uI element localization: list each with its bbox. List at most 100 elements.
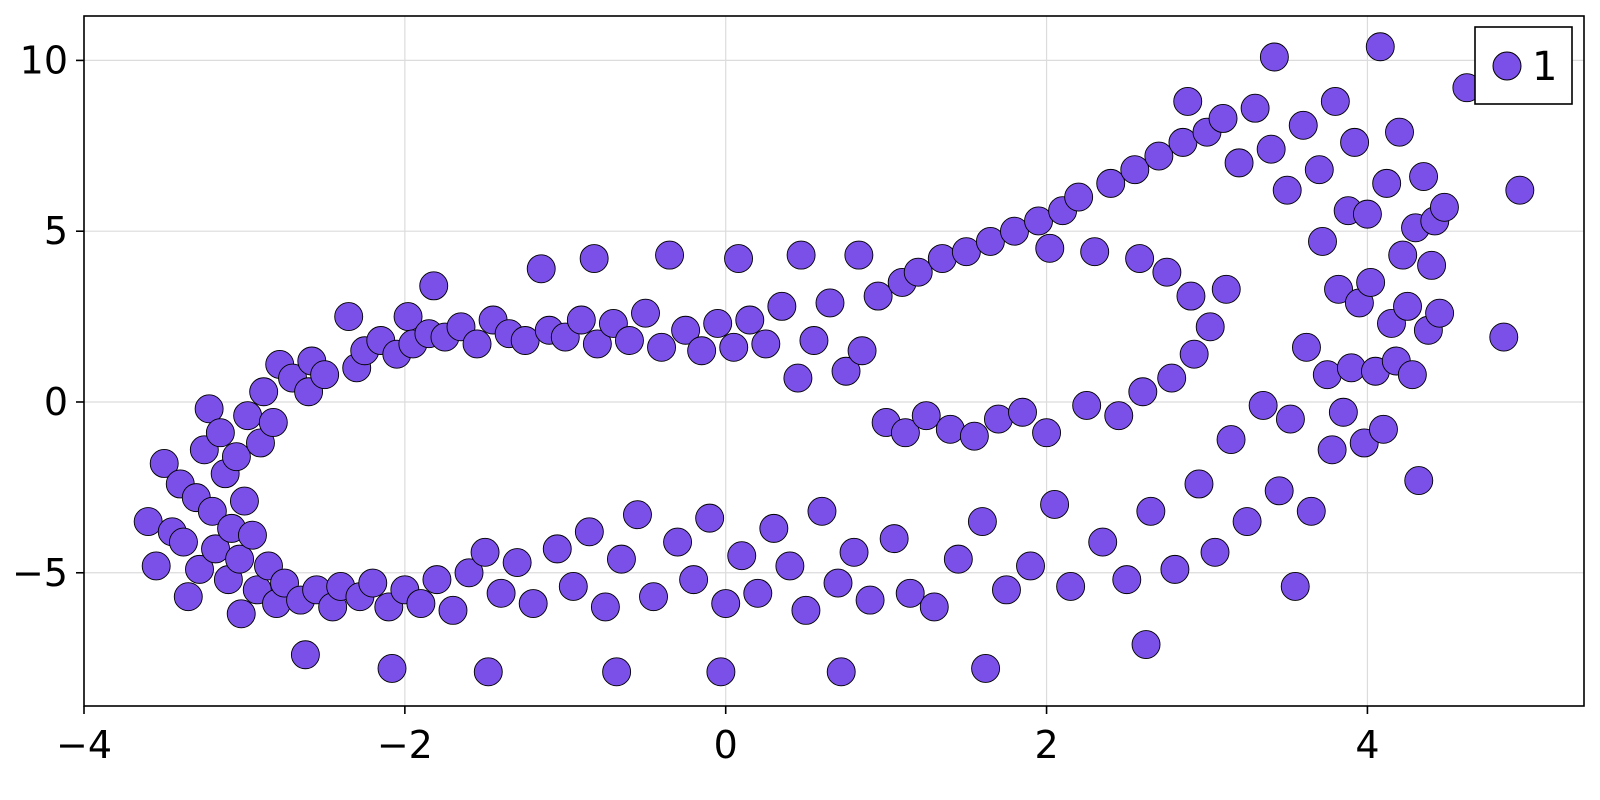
data-point xyxy=(1184,469,1214,499)
data-point xyxy=(911,401,941,431)
y-tick-label: 10 xyxy=(20,38,68,82)
data-point xyxy=(1393,291,1422,321)
data-point xyxy=(935,414,965,444)
data-point xyxy=(454,558,484,588)
data-point xyxy=(655,240,685,270)
data-point xyxy=(783,363,813,393)
data-point xyxy=(631,298,660,328)
data-point xyxy=(197,496,227,526)
data-point xyxy=(1152,257,1182,287)
data-point xyxy=(1288,110,1318,140)
data-point xyxy=(237,520,267,550)
data-point xyxy=(1032,418,1062,448)
data-point xyxy=(185,554,214,584)
data-point xyxy=(639,582,668,612)
data-point xyxy=(1080,237,1110,267)
legend: 1 xyxy=(1474,26,1573,105)
data-point xyxy=(1292,332,1321,362)
x-tick-label: −4 xyxy=(56,723,112,767)
data-point xyxy=(1388,240,1418,270)
data-point xyxy=(290,640,320,670)
data-point xyxy=(419,271,449,301)
data-point xyxy=(863,281,893,311)
data-point xyxy=(226,599,256,629)
data-point xyxy=(1144,141,1174,171)
data-point xyxy=(1136,496,1166,526)
plot-frame xyxy=(83,15,1585,707)
data-point xyxy=(470,537,500,567)
data-point xyxy=(839,537,869,567)
data-point xyxy=(1320,86,1350,116)
data-point xyxy=(225,544,255,574)
data-point xyxy=(1040,490,1070,519)
data-point xyxy=(310,360,340,390)
data-point xyxy=(727,541,757,571)
data-point xyxy=(233,401,263,431)
data-point xyxy=(895,578,925,608)
data-point xyxy=(1195,312,1225,342)
data-point xyxy=(1317,435,1347,465)
data-point xyxy=(1365,32,1395,62)
data-point xyxy=(566,305,596,335)
data-point xyxy=(462,329,492,359)
data-point xyxy=(558,571,588,601)
data-point xyxy=(1064,182,1094,212)
data-point xyxy=(671,315,701,345)
data-point xyxy=(1072,390,1102,420)
data-point xyxy=(358,568,388,598)
data-point xyxy=(1208,104,1238,133)
legend-label: 1 xyxy=(1532,44,1557,90)
data-point xyxy=(735,305,765,335)
data-point xyxy=(574,517,604,547)
data-point xyxy=(1404,466,1434,496)
data-point xyxy=(194,394,224,424)
data-point xyxy=(1372,168,1402,198)
data-point xyxy=(623,500,652,530)
data-point xyxy=(579,244,609,273)
data-point xyxy=(706,657,736,687)
data-point xyxy=(703,308,733,338)
data-point xyxy=(1312,360,1342,390)
data-point xyxy=(647,332,676,362)
data-point xyxy=(826,657,856,687)
y-axis: −5 0 5 10 xyxy=(12,38,84,595)
data-point xyxy=(847,336,877,366)
data-point xyxy=(582,329,612,359)
data-point xyxy=(1385,117,1414,147)
legend-box xyxy=(1474,26,1573,105)
data-point xyxy=(1016,551,1045,581)
data-point xyxy=(169,527,198,557)
data-point xyxy=(815,288,845,318)
data-point xyxy=(1160,554,1190,584)
data-point xyxy=(1125,244,1155,273)
data-point xyxy=(1056,571,1086,601)
data-point xyxy=(1280,571,1310,601)
x-tick-label: −2 xyxy=(377,723,433,767)
x-tick-label: 4 xyxy=(1355,723,1379,767)
data-point xyxy=(1340,127,1370,157)
data-point xyxy=(221,442,251,472)
data-point xyxy=(1369,414,1398,444)
data-point xyxy=(855,585,885,615)
data-point xyxy=(919,592,949,622)
data-point xyxy=(606,544,636,574)
data-point xyxy=(711,589,741,618)
data-point xyxy=(719,332,749,362)
data-point xyxy=(1417,250,1447,280)
data-point xyxy=(258,408,288,437)
data-point xyxy=(844,240,874,270)
data-point xyxy=(149,449,179,478)
data-point xyxy=(1131,630,1161,659)
data-point xyxy=(1259,42,1289,72)
data-point xyxy=(1173,86,1203,116)
data-point xyxy=(724,244,753,273)
data-point xyxy=(879,524,909,554)
data-point xyxy=(438,595,468,625)
data-point xyxy=(1304,155,1334,185)
data-point xyxy=(1128,377,1158,407)
data-point xyxy=(173,582,203,612)
data-point xyxy=(1256,134,1286,164)
data-point xyxy=(615,326,644,355)
data-point xyxy=(1240,93,1270,123)
